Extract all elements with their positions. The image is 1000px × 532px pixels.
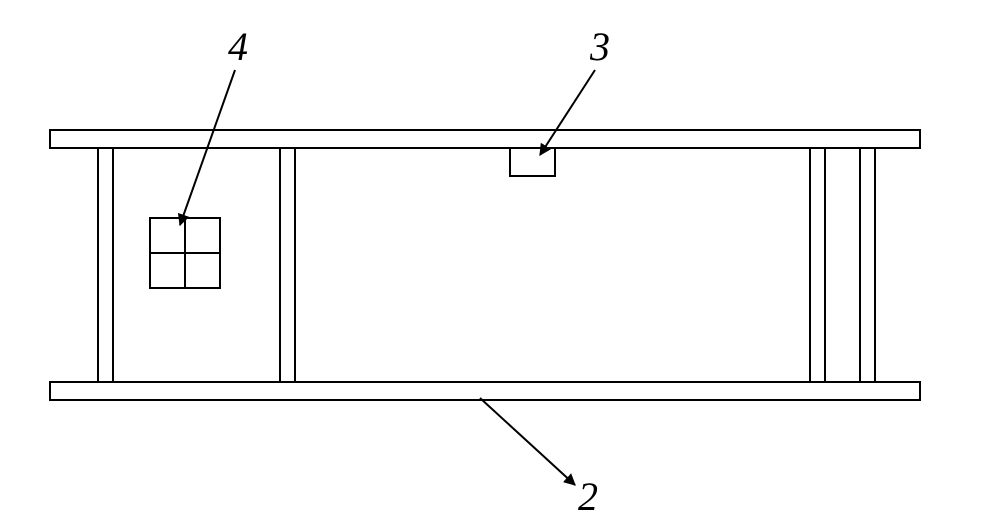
label-4-text: 4 (228, 24, 248, 69)
column-0 (98, 148, 113, 382)
label-4: 4 (180, 24, 248, 225)
label-2-leader (480, 398, 575, 485)
bottom-rail (50, 382, 920, 400)
label-2-text: 2 (578, 474, 598, 519)
label-2: 2 (480, 398, 598, 519)
label-3-text: 3 (589, 24, 610, 69)
label-3: 3 (540, 24, 610, 155)
column-3 (860, 148, 875, 382)
tab-block (510, 148, 555, 176)
top-rail (50, 130, 920, 148)
label-3-leader (540, 70, 595, 155)
column-2 (810, 148, 825, 382)
column-1 (280, 148, 295, 382)
